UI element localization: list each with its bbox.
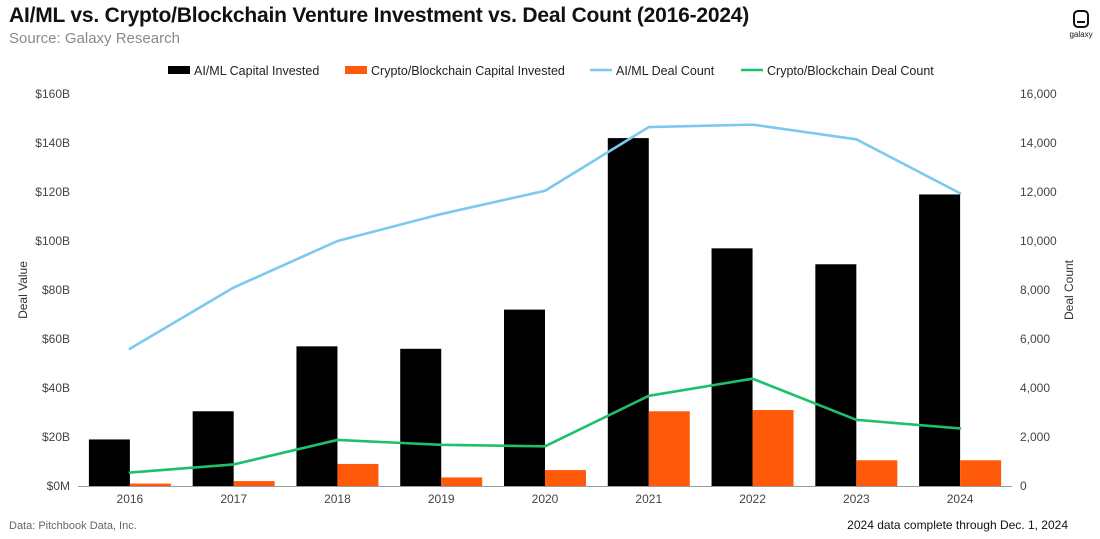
lines-layer: [128, 123, 962, 474]
crypto-capital-bar: [337, 463, 379, 486]
x-axis-tick-label: 2022: [739, 492, 766, 506]
x-axis-tick-label: 2020: [532, 492, 559, 506]
y-axis-tick-label: $140B: [35, 136, 70, 150]
crypto-capital-bar: [233, 481, 275, 486]
y2-axis-tick-label: 8,000: [1020, 283, 1050, 297]
crypto-capital-bar: [752, 410, 794, 486]
y2-axis-tick-label: 10,000: [1020, 234, 1057, 248]
x-axis-tick-label: 2023: [843, 492, 870, 506]
y-axis-tick-label: $20B: [42, 430, 70, 444]
ai-ml-capital-bar: [504, 309, 545, 486]
legend-item-crypto-deal-count: Crypto/Blockchain Deal Count: [741, 64, 934, 78]
data-source-note: Data: Pitchbook Data, Inc.: [9, 520, 137, 532]
legend: AI/ML Capital Invested Crypto/Blockchain …: [168, 64, 934, 78]
ai-ml-deal-count-line: [128, 123, 962, 351]
y2-axis-tick-label: 12,000: [1020, 185, 1057, 199]
y-axis-tick-label: $0M: [47, 479, 70, 493]
chart-subtitle: Source: Galaxy Research: [9, 30, 180, 47]
crypto-capital-bar: [856, 460, 898, 486]
legend-label: AI/ML Deal Count: [616, 64, 715, 78]
crypto-deal-count-line: [128, 377, 962, 474]
x-axis-tick-label: 2018: [324, 492, 351, 506]
galaxy-logo: galaxy: [1062, 10, 1100, 39]
ai-ml-capital-bar: [400, 348, 442, 486]
crypto-capital-bar: [960, 460, 1002, 486]
crypto-capital-bar: [441, 477, 483, 486]
ai-ml-capital-bar: [711, 248, 753, 486]
galaxy-logo-text: galaxy: [1069, 30, 1093, 39]
y2-axis-tick-label: 0: [1020, 479, 1027, 493]
ai-ml-capital-bar: [296, 346, 338, 486]
y2-axis-title: Deal Count: [1062, 259, 1076, 320]
x-axis-tick-label: 2021: [635, 492, 662, 506]
legend-item-crypto-capital: Crypto/Blockchain Capital Invested: [345, 64, 565, 78]
y-axis-tick-label: $40B: [42, 381, 70, 395]
legend-item-ai-ml-capital: AI/ML Capital Invested: [168, 64, 319, 78]
ai-ml-capital-bar: [919, 194, 961, 486]
crypto-capital-bar: [545, 470, 586, 486]
y2-axis-tick-label: 16,000: [1020, 87, 1057, 101]
y2-axis-tick-label: 2,000: [1020, 430, 1050, 444]
y-axis-tick-label: $120B: [35, 185, 70, 199]
crypto-capital-bar: [648, 411, 690, 486]
galaxy-logo-icon: [1073, 10, 1089, 28]
chart-title: AI/ML vs. Crypto/Blockchain Venture Inve…: [9, 4, 750, 27]
y-axis-tick-label: $100B: [35, 234, 70, 248]
legend-label: AI/ML Capital Invested: [194, 64, 319, 78]
ai-ml-capital-bar: [815, 264, 857, 486]
axes: $0M $20B $40B $60B $80B $100B $120B $140B $160B 0…: [16, 87, 1076, 506]
legend-item-ai-ml-deal-count: AI/ML Deal Count: [590, 64, 715, 78]
x-axis-tick-label: 2017: [220, 492, 247, 506]
y-axis-tick-label: $60B: [42, 332, 70, 346]
x-axis-tick-label: 2024: [947, 492, 974, 506]
x-axis-tick-label: 2019: [428, 492, 455, 506]
crypto-capital-bar: [129, 483, 171, 486]
ai-ml-capital-bar: [88, 439, 130, 486]
x-axis-tick-label: 2016: [117, 492, 144, 506]
ai-ml-capital-bar: [607, 138, 649, 486]
y2-axis-tick-label: 4,000: [1020, 381, 1050, 395]
legend-swatch: [345, 66, 367, 74]
data-completeness-note: 2024 data complete through Dec. 1, 2024: [847, 518, 1068, 532]
legend-swatch: [168, 66, 190, 74]
legend-label: Crypto/Blockchain Deal Count: [767, 64, 934, 78]
y-axis-tick-label: $160B: [35, 87, 70, 101]
y2-axis-tick-label: 6,000: [1020, 332, 1050, 346]
ai-ml-capital-bar: [192, 411, 234, 486]
y-axis-title: Deal Value: [16, 261, 30, 319]
y2-axis-tick-label: 14,000: [1020, 136, 1057, 150]
y-axis-tick-label: $80B: [42, 283, 70, 297]
bars-layer: [88, 138, 1002, 486]
legend-label: Crypto/Blockchain Capital Invested: [371, 64, 565, 78]
